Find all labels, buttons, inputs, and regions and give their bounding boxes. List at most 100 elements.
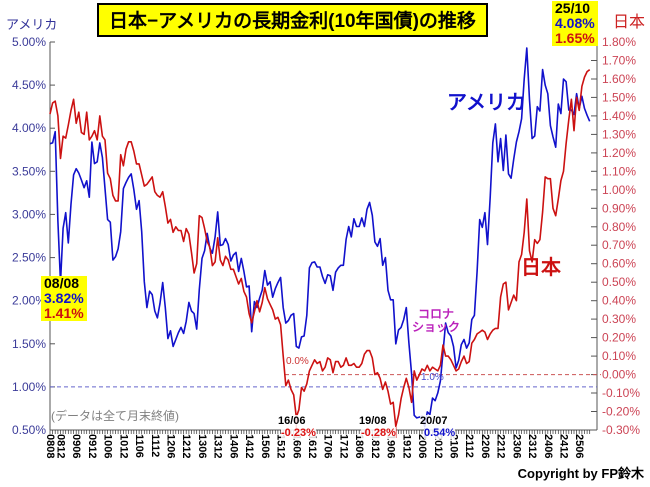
corona-shock-line2: ショック: [412, 320, 461, 334]
us-low-value: 0.54%: [424, 427, 456, 439]
svg-text:0.00%: 0.00%: [602, 368, 636, 382]
corona-shock-line1: コロナ: [418, 307, 455, 321]
chart-title: 日本−アメリカの長期金利(10年国債)の推移: [97, 3, 488, 37]
svg-text:2306: 2306: [510, 434, 522, 458]
jp-low2-date: 19/08: [359, 415, 387, 427]
svg-text:1806: 1806: [353, 434, 365, 458]
svg-text:1006: 1006: [102, 434, 114, 458]
svg-text:1412: 1412: [243, 434, 255, 458]
svg-text:1.20%: 1.20%: [602, 146, 636, 160]
svg-text:1.00%: 1.00%: [602, 183, 636, 197]
svg-text:5.00%: 5.00%: [12, 35, 46, 49]
us-line: [49, 47, 591, 428]
svg-text:1812: 1812: [369, 434, 381, 458]
svg-text:1012: 1012: [117, 434, 129, 458]
svg-text:1612: 1612: [306, 434, 318, 458]
zero-ref-label: 0.0%: [286, 356, 309, 367]
svg-text:1106: 1106: [133, 434, 145, 458]
svg-text:1712: 1712: [337, 434, 349, 458]
svg-text:1.40%: 1.40%: [602, 109, 636, 123]
corona-shock-annotation: コロナ ショック: [412, 308, 460, 334]
svg-text:2506: 2506: [573, 434, 585, 458]
right-axis-ticks: 1.80% 1.70% 1.60% 1.50% 1.40% 1.30% 1.20% 1.10%…: [591, 35, 640, 437]
annotation-start: 08/08 3.82% 1.41%: [41, 276, 87, 321]
svg-text:1912: 1912: [400, 434, 412, 458]
svg-text:1906: 1906: [385, 434, 397, 458]
svg-text:0.80%: 0.80%: [602, 220, 636, 234]
svg-text:2106: 2106: [448, 434, 460, 458]
left-axis-ticks: 5.00% 4.50% 4.00% 3.50% 3.00% 2.50% 2.00% 1.50%…: [12, 35, 55, 437]
right-axis-title: 日本: [613, 14, 646, 31]
svg-text:3.50%: 3.50%: [12, 164, 46, 178]
svg-text:2412: 2412: [558, 434, 570, 458]
svg-text:-0.30%: -0.30%: [602, 423, 640, 437]
jp-line: [49, 69, 591, 428]
svg-text:1206: 1206: [165, 434, 177, 458]
annotation-start-us-value: 3.82%: [44, 290, 84, 306]
annotation-start-date: 08/08: [44, 275, 80, 291]
annotation-latest-jp-value: 1.65%: [555, 30, 595, 46]
svg-text:0906: 0906: [70, 434, 82, 458]
copyright-text: Copyright by FP鈴木: [517, 466, 644, 481]
svg-text:0.50%: 0.50%: [602, 275, 636, 289]
jp-series-label: 日本: [521, 257, 561, 279]
svg-text:1506: 1506: [259, 434, 271, 458]
svg-text:-0.20%: -0.20%: [602, 405, 640, 419]
svg-text:-0.10%: -0.10%: [602, 386, 640, 400]
svg-text:2112: 2112: [463, 434, 475, 458]
svg-text:1.30%: 1.30%: [602, 127, 636, 141]
svg-text:0.40%: 0.40%: [602, 294, 636, 308]
jp-low2-value: -0.28%: [361, 427, 396, 439]
svg-text:1.60%: 1.60%: [602, 72, 636, 86]
svg-text:0.60%: 0.60%: [602, 257, 636, 271]
svg-text:0.90%: 0.90%: [602, 201, 636, 215]
us-low-date: 20/07: [420, 415, 448, 427]
svg-text:0.20%: 0.20%: [602, 331, 636, 345]
svg-text:1212: 1212: [180, 434, 192, 458]
jp-low1-date: 16/06: [278, 415, 306, 427]
svg-text:0.10%: 0.10%: [602, 349, 636, 363]
svg-text:2212: 2212: [495, 434, 507, 458]
left-axis-title: アメリカ: [6, 17, 58, 32]
jp-low1-value: -0.23%: [281, 427, 316, 439]
svg-text:1312: 1312: [212, 434, 224, 458]
svg-text:1406: 1406: [227, 434, 239, 458]
svg-text:1.10%: 1.10%: [602, 164, 636, 178]
annotation-latest-date: 25/10: [555, 0, 591, 16]
annotation-start-jp-value: 1.41%: [44, 305, 84, 321]
svg-text:0.30%: 0.30%: [602, 312, 636, 326]
svg-text:0912: 0912: [86, 434, 98, 458]
svg-text:1.80%: 1.80%: [602, 35, 636, 49]
svg-text:4.00%: 4.00%: [12, 121, 46, 135]
svg-text:2206: 2206: [479, 434, 491, 458]
annotation-latest-us-value: 4.08%: [555, 15, 595, 31]
svg-text:2406: 2406: [542, 434, 554, 458]
svg-text:1.00%: 1.00%: [12, 380, 46, 394]
svg-text:1.70%: 1.70%: [602, 54, 636, 68]
annotation-latest: 25/10 4.08% 1.65%: [552, 1, 598, 46]
svg-text:2012: 2012: [432, 434, 444, 458]
svg-text:0812: 0812: [55, 434, 67, 458]
svg-text:2312: 2312: [526, 434, 538, 458]
svg-text:0.70%: 0.70%: [602, 238, 636, 252]
svg-text:4.50%: 4.50%: [12, 78, 46, 92]
svg-text:1706: 1706: [322, 434, 334, 458]
svg-text:2.50%: 2.50%: [12, 251, 46, 265]
svg-text:1306: 1306: [196, 434, 208, 458]
us-series-label: アメリカ: [447, 92, 526, 114]
svg-text:1606: 1606: [290, 434, 302, 458]
svg-text:1.50%: 1.50%: [12, 337, 46, 351]
svg-text:2.00%: 2.00%: [12, 294, 46, 308]
svg-text:3.00%: 3.00%: [12, 207, 46, 221]
svg-text:0808: 0808: [44, 434, 56, 458]
data-footnote: (データは全て月末終値): [51, 409, 179, 423]
svg-text:1512: 1512: [275, 434, 287, 458]
svg-text:2006: 2006: [416, 434, 428, 458]
one-ref-label: 1.0%: [421, 372, 444, 383]
x-axis-month-ticks: [49, 430, 591, 434]
svg-text:0.50%: 0.50%: [12, 423, 46, 437]
svg-text:1.50%: 1.50%: [602, 90, 636, 104]
